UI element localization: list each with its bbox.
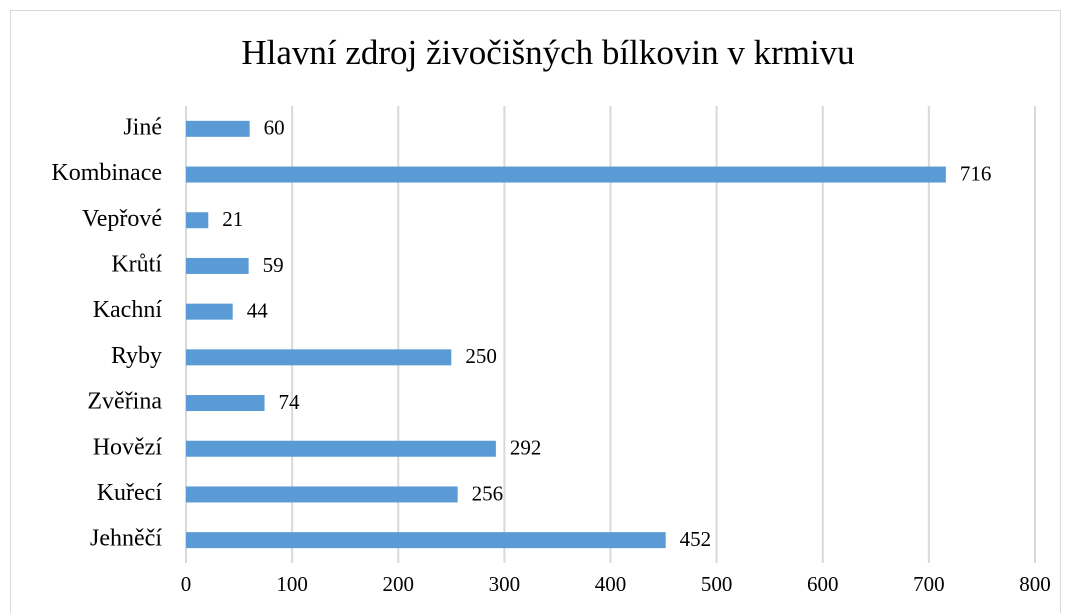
bar: [186, 395, 265, 412]
data-label: 60: [264, 116, 285, 140]
data-label: 250: [465, 344, 497, 368]
x-tick-label: 300: [489, 572, 521, 596]
data-label: 74: [279, 390, 301, 414]
x-tick-label: 0: [181, 572, 192, 596]
y-tick-label: Kachní: [93, 297, 163, 323]
data-label: 256: [472, 481, 504, 505]
bar: [186, 166, 946, 183]
bar: [186, 257, 249, 274]
bar: [186, 303, 233, 320]
y-tick-label: Zvěřina: [87, 389, 162, 415]
x-tick-label: 600: [807, 572, 839, 596]
x-tick-label: 400: [595, 572, 627, 596]
data-label: 716: [960, 161, 992, 185]
bar: [186, 120, 250, 137]
chart-frame: [10, 10, 1061, 613]
chart-title: Hlavní zdroj živočišných bílkovin v krmi…: [241, 33, 854, 72]
data-label: 44: [247, 298, 269, 322]
bar: [186, 349, 452, 366]
x-tick-label: 100: [276, 572, 308, 596]
y-tick-label: Jehněčí: [90, 526, 162, 552]
bar: [186, 532, 666, 549]
y-tick-label: Hovězí: [93, 434, 163, 460]
y-tick-label: Kombinace: [51, 160, 162, 186]
y-tick-label: Ryby: [111, 343, 162, 369]
x-tick-label: 200: [383, 572, 415, 596]
x-tick-label: 700: [913, 572, 945, 596]
data-label: 452: [680, 527, 712, 551]
bar: [186, 212, 209, 229]
bar: [186, 486, 458, 503]
x-tick-label: 800: [1019, 572, 1051, 596]
y-tick-label: Kuřecí: [97, 480, 163, 506]
data-label: 292: [510, 436, 542, 460]
bar: [186, 440, 496, 457]
x-tick-label: 500: [701, 572, 733, 596]
y-tick-label: Jiné: [123, 114, 162, 140]
y-tick-label: Krůtí: [111, 251, 162, 277]
data-label: 21: [222, 207, 243, 231]
data-label: 59: [263, 253, 284, 277]
y-tick-label: Vepřové: [82, 206, 162, 232]
